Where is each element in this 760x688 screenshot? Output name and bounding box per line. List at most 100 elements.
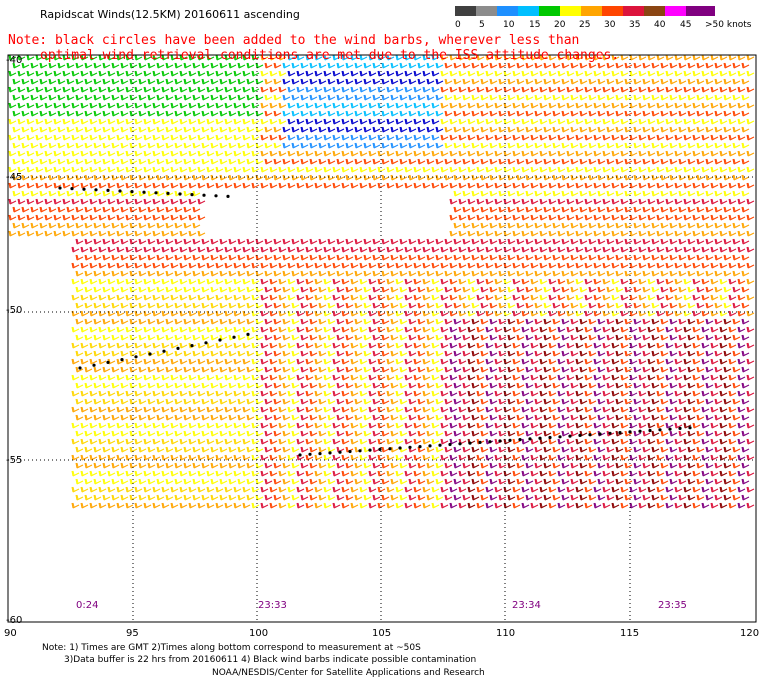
- wind-barb: [665, 134, 674, 141]
- wind-barb: [269, 262, 278, 269]
- wind-barb: [597, 126, 606, 133]
- wind-barb: [507, 142, 516, 149]
- wind-barb: [669, 446, 678, 453]
- wind-barb: [93, 190, 102, 197]
- wind-barb: [156, 398, 165, 405]
- wind-barb: [116, 70, 125, 77]
- wind-barb: [552, 254, 561, 261]
- wind-barb: [368, 118, 377, 125]
- wind-barb: [336, 142, 345, 149]
- wind-barb: [242, 358, 251, 365]
- wind-barb: [741, 446, 750, 453]
- wind-barb: [498, 462, 507, 469]
- wind-barb: [521, 166, 530, 173]
- wind-barb: [512, 310, 521, 317]
- wind-barb: [170, 198, 179, 205]
- wind-barb: [138, 366, 147, 373]
- wind-barb: [656, 230, 665, 237]
- wind-barb: [539, 438, 548, 445]
- wind-barb: [314, 358, 323, 365]
- wind-barb: [647, 390, 656, 397]
- wind-barb: [251, 246, 260, 253]
- wind-barb: [629, 422, 638, 429]
- wind-barb: [557, 390, 566, 397]
- wind-barb: [336, 350, 345, 357]
- wind-barb: [611, 278, 620, 285]
- wind-barb: [660, 302, 669, 309]
- wind-barb: [548, 438, 557, 445]
- wind-barb: [521, 294, 530, 301]
- wind-barb: [705, 270, 714, 277]
- wind-barb: [543, 318, 552, 325]
- wind-barb: [525, 206, 534, 213]
- wind-barb: [494, 390, 503, 397]
- wind-barb: [129, 494, 138, 501]
- wind-barb: [354, 414, 363, 421]
- wind-barb: [386, 470, 395, 477]
- wind-barb: [98, 406, 107, 413]
- wind-barb: [26, 118, 35, 125]
- wind-barb: [224, 294, 233, 301]
- wind-barb: [489, 398, 498, 405]
- wind-barb: [413, 134, 422, 141]
- wind-barb: [611, 406, 620, 413]
- wind-barb: [597, 222, 606, 229]
- wind-barb: [215, 102, 224, 109]
- wind-barb: [48, 94, 57, 101]
- wind-barb: [525, 142, 534, 149]
- wind-barb: [701, 118, 710, 125]
- wind-barb: [197, 294, 206, 301]
- wind-barb: [399, 430, 408, 437]
- wind-barb: [597, 334, 606, 341]
- wind-barb: [192, 398, 201, 405]
- contamination-circle: [176, 346, 180, 350]
- wind-barb: [746, 470, 755, 477]
- wind-barb: [80, 470, 89, 477]
- wind-barb: [300, 94, 309, 101]
- wind-barb: [417, 78, 426, 85]
- wind-barb: [143, 438, 152, 445]
- wind-barb: [161, 166, 170, 173]
- wind-barb: [494, 278, 503, 285]
- wind-barb: [17, 70, 26, 77]
- wind-barb: [354, 478, 363, 485]
- wind-barb: [129, 286, 138, 293]
- wind-barb: [435, 238, 444, 245]
- wind-barb: [210, 142, 219, 149]
- wind-barb: [737, 358, 746, 365]
- wind-barb: [192, 446, 201, 453]
- wind-barb: [705, 94, 714, 101]
- wind-barb: [291, 270, 300, 277]
- wind-barb: [84, 414, 93, 421]
- wind-barb: [336, 254, 345, 261]
- wind-barb: [431, 134, 440, 141]
- wind-barb: [480, 430, 489, 437]
- wind-barb: [719, 470, 728, 477]
- wind-barb: [287, 326, 296, 333]
- wind-barb: [435, 318, 444, 325]
- wind-barb: [386, 262, 395, 269]
- wind-barb: [143, 70, 152, 77]
- wind-barb: [201, 382, 210, 389]
- wind-barb: [314, 182, 323, 189]
- wind-barb: [170, 102, 179, 109]
- wind-barb: [539, 102, 548, 109]
- footer-note-1: Note: 1) Times are GMT 2)Times along bot…: [42, 643, 421, 653]
- wind-barb: [647, 438, 656, 445]
- wind-barb: [471, 270, 480, 277]
- wind-barb: [642, 158, 651, 165]
- wind-barb: [494, 54, 503, 61]
- wind-barb: [152, 502, 161, 509]
- wind-barb: [98, 150, 107, 157]
- wind-barb: [588, 238, 597, 245]
- wind-barb: [174, 222, 183, 229]
- wind-barb: [359, 454, 368, 461]
- wind-barb: [84, 174, 93, 181]
- wind-barb: [422, 486, 431, 493]
- wind-barb: [723, 110, 732, 117]
- wind-barb: [570, 318, 579, 325]
- wind-barb: [642, 414, 651, 421]
- wind-barb: [584, 470, 593, 477]
- wind-barb: [521, 150, 530, 157]
- wind-barb: [584, 246, 593, 253]
